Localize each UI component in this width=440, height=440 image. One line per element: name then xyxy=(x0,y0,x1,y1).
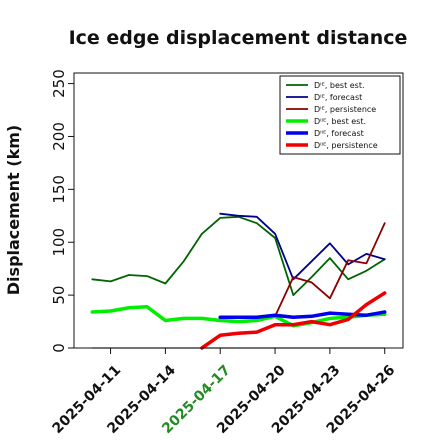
legend-entry: Dᴵᴵᴱ, persistence xyxy=(314,141,378,150)
y-axis-label: Displacement (km) xyxy=(4,125,23,295)
legend-entry: Dᴵᴱ, forecast xyxy=(314,93,362,102)
legend-box xyxy=(279,75,401,155)
y-tick-label: 250 xyxy=(50,69,68,98)
legend-entry: Dᴵᴱ, persistence xyxy=(314,105,376,114)
y-tick-label: 50 xyxy=(50,286,68,305)
series-line-1 xyxy=(219,212,386,281)
legend: Dᴵᴱ, best est. Dᴵᴱ, forecast Dᴵᴱ, persiste… xyxy=(279,75,401,155)
series-line-2 xyxy=(274,222,386,318)
legend-entry: Dᴵᴱ, best est. xyxy=(314,81,365,90)
plot-frame xyxy=(73,72,404,349)
plot-area xyxy=(90,212,387,350)
y-tick-label: 200 xyxy=(50,122,68,151)
chart-title: Ice edge displacement distance xyxy=(69,27,408,49)
y-tick-label: 100 xyxy=(50,228,68,257)
series-line-3 xyxy=(90,305,387,328)
y-tick-label: 150 xyxy=(50,175,68,204)
series-line-5 xyxy=(200,291,387,350)
legend-entry: Dᴵᴵᴱ, best est. xyxy=(314,117,366,126)
legend-entry: Dᴵᴵᴱ, forecast xyxy=(314,129,364,138)
series-line-4 xyxy=(218,310,387,320)
series-line-0 xyxy=(91,215,386,297)
y-tick-label: 0 xyxy=(50,343,68,353)
